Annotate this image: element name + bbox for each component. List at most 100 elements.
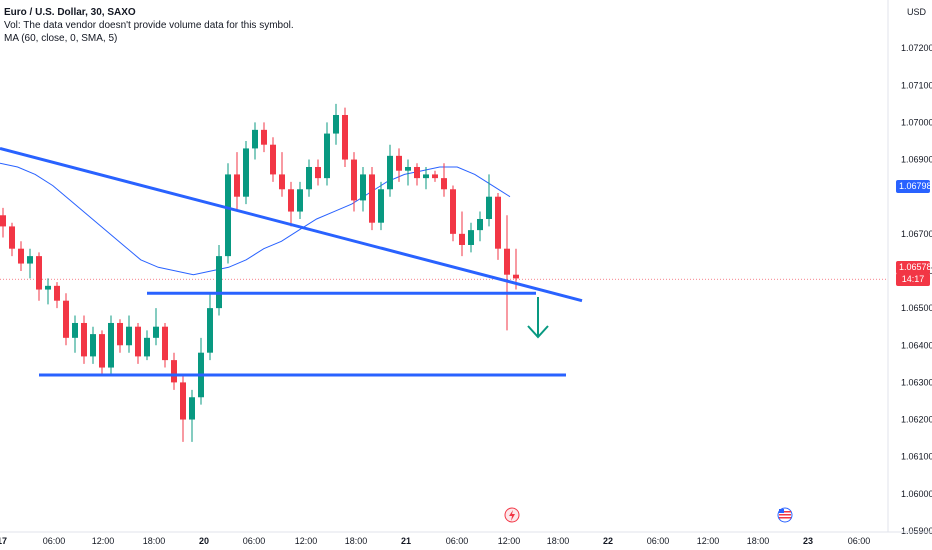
us-flag-event-icon: [777, 507, 793, 523]
candle-body: [81, 322, 87, 357]
candle: [315, 159, 321, 186]
candle: [207, 293, 213, 361]
candle-body: [180, 382, 186, 420]
candle-body: [288, 189, 294, 212]
price-tick-label: 1.07200: [901, 43, 932, 53]
price-tick-label: 1.07100: [901, 80, 932, 90]
candle: [99, 330, 105, 375]
time-tick-label: 12:00: [295, 536, 318, 546]
candle: [504, 215, 510, 331]
candle-body: [324, 133, 330, 179]
candle-body: [216, 256, 222, 309]
drawings-layer[interactable]: [0, 146, 583, 377]
time-tick-label: 23: [803, 536, 813, 546]
candle: [162, 322, 168, 368]
candle: [387, 144, 393, 197]
us-flag-stripe: [779, 517, 791, 519]
price-tick-label: 1.06300: [901, 377, 932, 387]
price-tick-label: 1.06200: [901, 415, 932, 425]
candle-body: [72, 322, 78, 338]
candle-body: [477, 218, 483, 231]
trend-line-drawing: [0, 146, 583, 303]
candle: [468, 222, 474, 253]
candle-body: [63, 300, 69, 338]
candle: [342, 107, 348, 167]
candle: [27, 248, 33, 279]
candle: [432, 170, 438, 182]
last-price-badge: 1.06578: [896, 261, 932, 274]
price-tick-label: 1.06100: [901, 452, 932, 462]
time-tick-label: 12:00: [92, 536, 115, 546]
candle-body: [117, 322, 123, 346]
time-tick-label: 12:00: [498, 536, 521, 546]
candle: [351, 152, 357, 212]
candle-body: [270, 144, 276, 175]
candle-body: [315, 166, 321, 179]
candle: [360, 166, 366, 212]
symbol-title[interactable]: Euro / U.S. Dollar, 30, SAXO: [4, 7, 136, 18]
candle-body: [360, 174, 366, 201]
candle-body: [171, 360, 177, 383]
moving-average-layer: [0, 162, 511, 276]
moving-average-line: [0, 162, 511, 276]
candle-body: [27, 256, 33, 264]
candle: [180, 374, 186, 442]
candle-body: [0, 215, 6, 227]
price-tick-label: 1.07000: [901, 117, 932, 127]
candle: [288, 181, 294, 227]
candle: [486, 174, 492, 227]
time-tick-label: 18:00: [747, 536, 770, 546]
candle: [126, 315, 132, 353]
candle-body: [450, 189, 456, 234]
candle: [261, 122, 267, 153]
candle: [135, 322, 141, 364]
candle-body: [513, 274, 519, 279]
candle-body: [234, 174, 240, 197]
candle-body: [153, 326, 159, 338]
time-tick-label: 20: [199, 536, 209, 546]
candle-body: [468, 230, 474, 245]
flash-event-icon: [504, 507, 520, 523]
candle: [36, 252, 42, 301]
time-tick-label: 18:00: [547, 536, 570, 546]
candle-body: [162, 326, 168, 361]
price-tick-label: 1.06900: [901, 155, 932, 165]
candle: [423, 166, 429, 190]
time-tick-label: 06:00: [43, 536, 66, 546]
candle-body: [297, 189, 303, 212]
candle-body: [387, 155, 393, 190]
currency-label: USD: [906, 7, 926, 17]
time-tick-label: 18:00: [143, 536, 166, 546]
candle-body: [423, 174, 429, 179]
candle: [144, 330, 150, 361]
candle: [252, 122, 258, 160]
candle-body: [252, 129, 258, 149]
us-flag-stripe: [779, 514, 791, 516]
candle: [369, 166, 375, 231]
candle-body: [144, 337, 150, 357]
candle: [198, 337, 204, 405]
ma-indicator-label[interactable]: MA (60, close, 0, SMA, 5): [4, 33, 118, 44]
candle: [117, 319, 123, 353]
us-flag-stripe: [779, 511, 791, 513]
candle-body: [504, 248, 510, 275]
price-tick-label: 1.05900: [901, 526, 932, 536]
candle: [189, 389, 195, 442]
us-flag-canton: [779, 509, 784, 513]
candle: [270, 137, 276, 182]
time-tick-label: 06:00: [243, 536, 266, 546]
candle: [306, 159, 312, 197]
candle: [477, 211, 483, 242]
candle: [405, 159, 411, 186]
candle-body: [279, 174, 285, 190]
candle: [297, 181, 303, 219]
time-tick-label: 22: [603, 536, 613, 546]
candle-body: [225, 174, 231, 257]
candle-body: [261, 129, 267, 145]
candle-body: [54, 285, 60, 301]
candle-body: [486, 196, 492, 219]
candle: [459, 211, 465, 257]
candle-body: [414, 166, 420, 179]
